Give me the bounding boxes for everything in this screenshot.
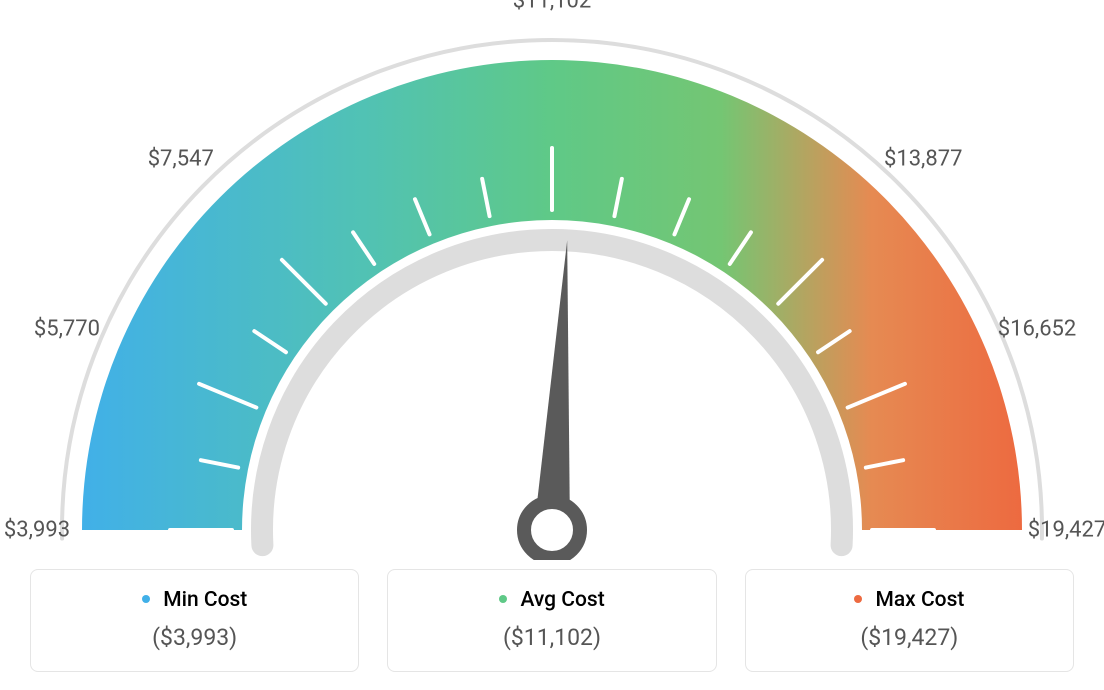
avg-label-text: Avg Cost bbox=[520, 588, 604, 612]
gauge-tick-label: $5,770 bbox=[34, 317, 100, 342]
gauge-tick-label: $16,652 bbox=[998, 317, 1077, 342]
min-label-text: Min Cost bbox=[163, 588, 247, 612]
avg-cost-card: Avg Cost ($11,102) bbox=[387, 569, 716, 672]
min-cost-value: ($3,993) bbox=[31, 624, 358, 651]
min-bullet-icon bbox=[142, 595, 150, 603]
min-cost-card: Min Cost ($3,993) bbox=[30, 569, 359, 672]
cost-gauge: $3,993$5,770$7,547$11,102$13,877$16,652$… bbox=[22, 30, 1082, 560]
max-cost-label: Max Cost bbox=[746, 588, 1073, 612]
max-bullet-icon bbox=[854, 595, 862, 603]
gauge-canvas bbox=[22, 30, 1082, 560]
max-cost-value: ($19,427) bbox=[746, 624, 1073, 651]
avg-cost-value: ($11,102) bbox=[388, 624, 715, 651]
gauge-tick-label: $3,993 bbox=[4, 518, 70, 543]
gauge-tick-label: $13,877 bbox=[884, 146, 963, 171]
summary-cards: Min Cost ($3,993) Avg Cost ($11,102) Max… bbox=[30, 569, 1074, 672]
gauge-tick-label: $11,102 bbox=[513, 0, 592, 14]
min-cost-label: Min Cost bbox=[31, 588, 358, 612]
gauge-tick-label: $19,427 bbox=[1028, 518, 1104, 543]
avg-bullet-icon bbox=[499, 595, 507, 603]
max-cost-card: Max Cost ($19,427) bbox=[745, 569, 1074, 672]
avg-cost-label: Avg Cost bbox=[388, 588, 715, 612]
gauge-tick-label: $7,547 bbox=[148, 146, 214, 171]
max-label-text: Max Cost bbox=[875, 588, 964, 612]
